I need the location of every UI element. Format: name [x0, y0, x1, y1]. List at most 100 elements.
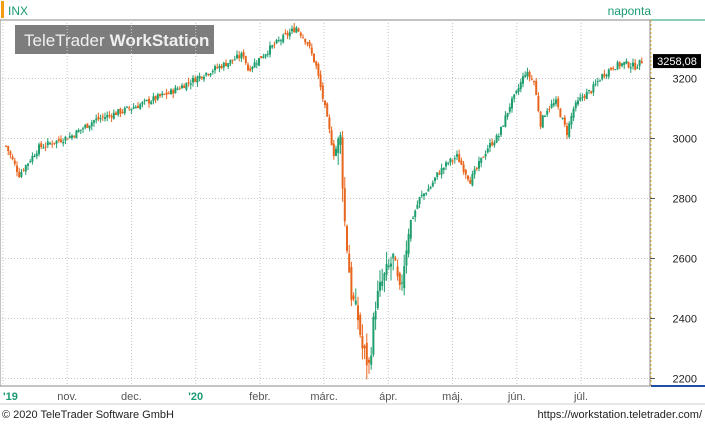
candle-body	[150, 101, 153, 104]
candle-body	[359, 314, 362, 335]
candle-body	[471, 173, 474, 186]
candle-body	[251, 67, 254, 69]
candles	[5, 22, 643, 380]
candle-body	[616, 62, 619, 70]
x-tick-label: ápr.	[379, 391, 397, 403]
candle-body	[537, 96, 540, 112]
candle-body	[425, 193, 428, 195]
candle-body	[132, 107, 135, 109]
candle-body	[266, 53, 269, 55]
workstation-link[interactable]: https://workstation.teletrader.com/	[538, 409, 703, 421]
candle-body	[374, 311, 377, 320]
candle-body	[480, 157, 483, 163]
candle-body	[524, 74, 527, 77]
candle-body	[599, 80, 601, 82]
candle-body	[137, 105, 139, 108]
candle-body	[214, 66, 216, 71]
candle-body	[632, 62, 634, 67]
candle-body	[449, 158, 452, 163]
candle-body	[200, 76, 203, 79]
candle-body	[27, 163, 29, 166]
candle-body	[44, 146, 47, 148]
candle-body	[31, 155, 34, 162]
x-axis: '19 nov. dec. '20 febr. márc. ápr. máj. jún. júl.	[3, 391, 588, 403]
candle-body	[640, 61, 643, 64]
candle-body	[134, 106, 137, 109]
candle-body	[187, 82, 190, 84]
candle-body	[295, 27, 298, 33]
candle-body	[343, 188, 346, 222]
candle-body	[363, 345, 366, 349]
candle-body	[280, 40, 282, 42]
candle-body	[218, 65, 221, 69]
candle-body	[57, 139, 60, 141]
candle-body	[357, 305, 359, 321]
x-tick-label: jún.	[507, 391, 526, 403]
candle-body	[49, 143, 51, 145]
candle-body	[625, 61, 628, 64]
candle-body	[438, 173, 441, 175]
candle-body	[596, 81, 599, 83]
candle-body	[183, 85, 186, 89]
candle-body	[273, 44, 276, 46]
candle-body	[324, 100, 326, 106]
candle-body	[401, 282, 403, 284]
symbol-label[interactable]: INX	[8, 4, 28, 18]
candle-body	[297, 28, 300, 32]
watermark-text-bold: WorkStation	[110, 31, 210, 50]
candle-body	[348, 253, 351, 273]
candle-body	[467, 175, 469, 180]
candle-body	[431, 182, 434, 187]
candle-body	[550, 104, 553, 108]
last-price-tag-bg	[653, 54, 701, 69]
candle-body	[11, 156, 14, 160]
period-label[interactable]: naponta	[608, 4, 652, 18]
candle-body	[119, 108, 122, 114]
candle-body	[484, 153, 487, 157]
candle-body	[299, 32, 302, 36]
candle-body	[361, 336, 364, 349]
candle-body	[508, 106, 511, 112]
candle-body	[141, 102, 144, 105]
candle-body	[82, 128, 84, 130]
candle-body	[148, 99, 150, 104]
candle-body	[93, 120, 95, 123]
candle-body	[376, 290, 379, 309]
candle-body	[227, 63, 230, 67]
candle-body	[486, 148, 489, 153]
candle-body	[396, 266, 399, 277]
candle-body	[526, 72, 529, 77]
candle-body	[491, 142, 494, 146]
candle-body	[126, 106, 128, 108]
candle-body	[407, 234, 410, 254]
candle-body	[38, 144, 40, 155]
candle-body	[163, 93, 166, 95]
candle-body	[42, 147, 45, 149]
candle-body	[535, 80, 538, 95]
candle-body	[222, 62, 225, 68]
candle-body	[416, 204, 419, 209]
candle-body	[559, 108, 562, 118]
candle-body	[308, 41, 311, 47]
y-tick-label: 2800	[673, 194, 697, 206]
candle-body	[284, 32, 287, 34]
candle-body	[352, 295, 355, 300]
candle-body	[86, 123, 89, 128]
candle-body	[121, 111, 124, 113]
candle-body	[5, 145, 7, 147]
candle-body	[555, 99, 557, 104]
candle-body	[447, 162, 450, 164]
candle-body	[152, 96, 155, 102]
candle-body	[539, 111, 542, 127]
candle-body	[110, 115, 113, 118]
candle-body	[185, 82, 188, 90]
candle-body	[176, 88, 179, 90]
candle-body	[198, 75, 201, 79]
x-tick-label: márc.	[310, 391, 338, 403]
candle-body	[249, 68, 252, 71]
candle-body	[460, 160, 463, 165]
candle-body	[20, 172, 23, 177]
candle-body	[581, 96, 584, 98]
candle-body	[159, 94, 161, 97]
candle-body	[346, 226, 348, 251]
